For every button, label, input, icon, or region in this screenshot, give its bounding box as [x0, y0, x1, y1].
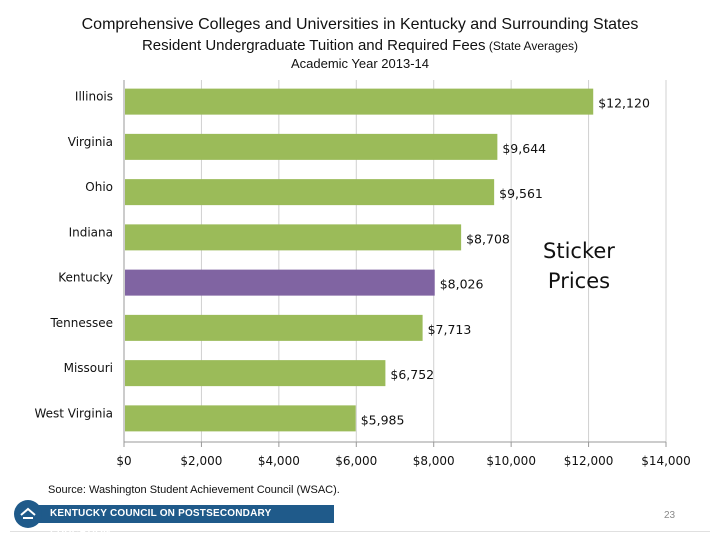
x-tick-label: $8,000: [413, 454, 455, 468]
bar-value-label: $9,561: [499, 186, 543, 201]
footer: KENTUCKY COUNCIL ON POSTSECONDARY EDUCAT…: [10, 497, 710, 537]
x-tick-label: $6,000: [335, 454, 377, 468]
y-category-label: Kentucky: [58, 271, 113, 285]
bar: [125, 269, 435, 296]
annotation-line-2: Prices: [547, 269, 611, 293]
chart-subtitle-main: Resident Undergraduate Tuition and Requi…: [141, 37, 486, 54]
x-tick-label: $10,000: [486, 454, 536, 468]
bar-value-label: $9,644: [502, 141, 546, 156]
x-tick-label: $14,000: [641, 454, 691, 468]
bar: [125, 360, 386, 387]
bar: [125, 133, 498, 160]
bar-value-label: $8,026: [440, 277, 484, 292]
chart-subtitle: Resident Undergraduate Tuition and Requi…: [0, 37, 720, 54]
council-logo-icon: [14, 500, 42, 528]
chart-subtitle-suffix: (State Averages): [485, 39, 579, 53]
y-category-label: Illinois: [75, 90, 113, 104]
bar: [125, 88, 594, 115]
y-category-label: Missouri: [64, 361, 113, 375]
bar-value-label: $6,752: [390, 367, 434, 382]
annotation-line-1: Sticker: [543, 239, 615, 263]
bar: [125, 179, 495, 206]
y-category-label: Virginia: [68, 135, 113, 149]
bar-value-label: $8,708: [466, 231, 510, 246]
sticker-prices-annotation: Sticker Prices: [536, 236, 622, 296]
bar: [125, 224, 462, 251]
y-category-label: Ohio: [85, 180, 113, 194]
bar: [125, 314, 423, 341]
bar-value-label: $7,713: [428, 322, 472, 337]
y-category-label: Indiana: [69, 225, 113, 239]
chart-academic-year: Academic Year 2013-14: [290, 56, 430, 71]
page-number: 23: [664, 510, 676, 521]
y-category-label: West Virginia: [34, 406, 113, 420]
org-banner: KENTUCKY COUNCIL ON POSTSECONDARY EDUCAT…: [24, 505, 334, 537]
chart-title: Comprehensive Colleges and Universities …: [81, 16, 639, 33]
bar-value-label: $12,120: [598, 96, 650, 111]
x-tick-label: $12,000: [564, 454, 614, 468]
x-tick-label: $2,000: [180, 454, 222, 468]
y-category-label: Tennessee: [49, 316, 113, 330]
x-tick-label: $0: [116, 454, 131, 468]
x-tick-label: $4,000: [258, 454, 300, 468]
source-note: Source: Washington Student Achievement C…: [48, 484, 340, 496]
bar-value-label: $5,985: [361, 412, 405, 427]
bar: [125, 405, 356, 432]
